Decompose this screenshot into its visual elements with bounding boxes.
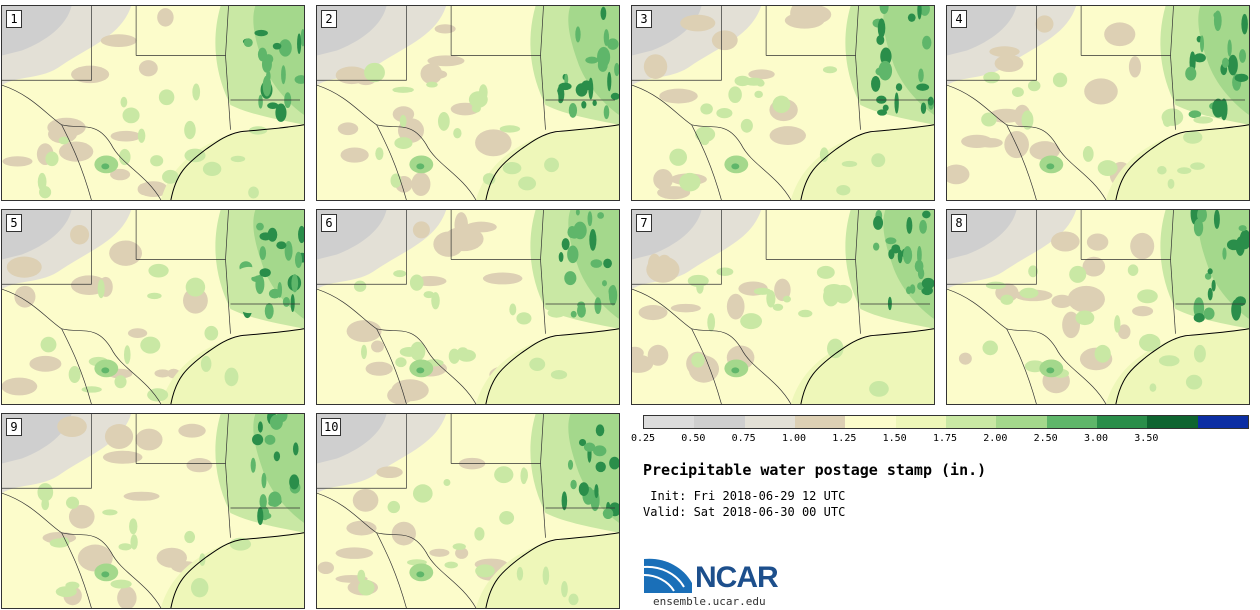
stamp-number-9: 9 (6, 418, 22, 436)
colorbar-swatch-2 (744, 416, 795, 428)
stamp-map-2: 2 (316, 5, 620, 201)
colorbar-swatch-6 (945, 416, 997, 428)
plot-title: Precipitable water postage stamp (in.) (643, 461, 987, 479)
colorbar-swatch-1 (694, 416, 745, 428)
init-time: Init: Fri 2018-06-29 12 UTC (643, 489, 846, 503)
valid-time: Valid: Sat 2018-06-30 00 UTC (643, 505, 846, 519)
precip-field-4 (947, 6, 1249, 200)
stamp-number-1: 1 (6, 10, 22, 28)
precip-field-3 (632, 6, 934, 200)
colorbar-tick-label: 1.75 (932, 433, 958, 444)
precip-field-5 (2, 210, 304, 404)
precip-field-2 (317, 6, 619, 200)
colorbar-swatch-3 (794, 416, 846, 428)
stamp-map-7: 7 (631, 209, 935, 405)
precip-field-1 (2, 6, 304, 200)
colorbar-tick-label: 1.00 (781, 433, 807, 444)
stamp-map-5: 5 (1, 209, 305, 405)
colorbar-swatch-7 (996, 416, 1047, 428)
stamp-number-8: 8 (951, 214, 967, 232)
colorbar-swatch-11 (1197, 416, 1248, 428)
stamp-map-1: 1 (1, 5, 305, 201)
colorbar-tick-label: 3.00 (1083, 433, 1109, 444)
stamp-map-3: 3 (631, 5, 935, 201)
colorbar-tick-label: 0.75 (731, 433, 756, 444)
stamp-number-3: 3 (636, 10, 652, 28)
colorbar-tick-label: 0.25 (630, 433, 656, 444)
precip-field-10 (317, 414, 619, 608)
colorbar-tick-label: 3.50 (1134, 433, 1159, 444)
colorbar-swatch-8 (1046, 416, 1097, 428)
colorbar-tick-label: 2.50 (1033, 433, 1058, 444)
colorbar-swatch-4 (845, 416, 896, 428)
precip-field-8 (947, 210, 1249, 404)
ncar-logo-text: NCAR (695, 561, 779, 594)
colorbar-tick-label: 0.50 (681, 433, 706, 444)
colorbar-swatch-10 (1147, 416, 1198, 428)
stamp-map-6: 6 (316, 209, 620, 405)
stamp-number-6: 6 (321, 214, 337, 232)
stamp-map-8: 8 (946, 209, 1250, 405)
colorbar-swatch-9 (1096, 416, 1148, 428)
stamp-map-9: 9 (1, 413, 305, 609)
colorbar (643, 415, 1249, 429)
precip-field-9 (2, 414, 304, 608)
colorbar-swatch-5 (895, 416, 946, 428)
colorbar-swatch-0 (644, 416, 695, 428)
stamp-number-4: 4 (951, 10, 967, 28)
precip-field-7 (632, 210, 934, 404)
colorbar-tick-label: 2.00 (983, 433, 1008, 444)
stamp-number-2: 2 (321, 10, 337, 28)
site-url: ensemble.ucar.edu (653, 595, 766, 608)
stamp-number-10: 10 (321, 418, 342, 436)
stamp-number-5: 5 (6, 214, 22, 232)
stamp-number-7: 7 (636, 214, 652, 232)
stamp-map-4: 4 (946, 5, 1250, 201)
precip-field-6 (317, 210, 619, 404)
colorbar-tick-label: 1.25 (832, 433, 857, 444)
ncar-logo-icon (643, 558, 692, 593)
colorbar-tick-label: 1.50 (882, 433, 907, 444)
stamp-map-10: 10 (316, 413, 620, 609)
